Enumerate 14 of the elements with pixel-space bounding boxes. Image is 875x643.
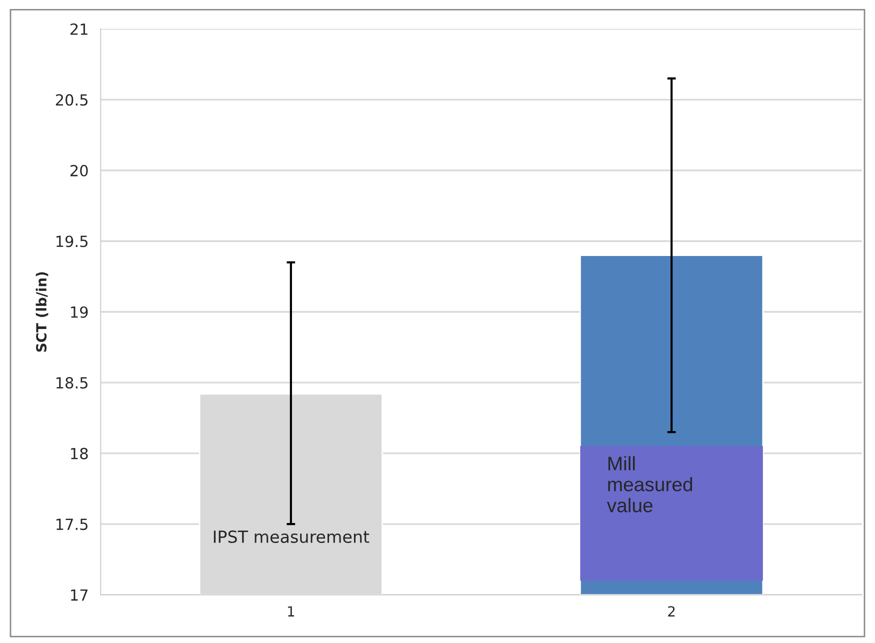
y-tick-label: 17 xyxy=(71,589,88,601)
y-tick-label: 21 xyxy=(70,23,88,35)
y-tick-label: 18 xyxy=(71,448,88,460)
x-tick-label: 2 xyxy=(668,606,675,616)
y-tick-label: 20 xyxy=(70,164,88,176)
x-tick-label: 1 xyxy=(288,606,294,616)
annotation: Mill measured value xyxy=(606,456,692,512)
y-axis-title: SCT (lb/in) xyxy=(36,272,48,352)
y-tick-label: 18.5 xyxy=(56,377,88,389)
annotation: IPST measurement xyxy=(214,530,370,544)
y-tick-label: 19.5 xyxy=(56,236,88,248)
y-tick-label: 20.5 xyxy=(56,94,88,106)
y-tick-label: 17.5 xyxy=(56,518,88,530)
y-tick-label: 19 xyxy=(71,306,88,318)
